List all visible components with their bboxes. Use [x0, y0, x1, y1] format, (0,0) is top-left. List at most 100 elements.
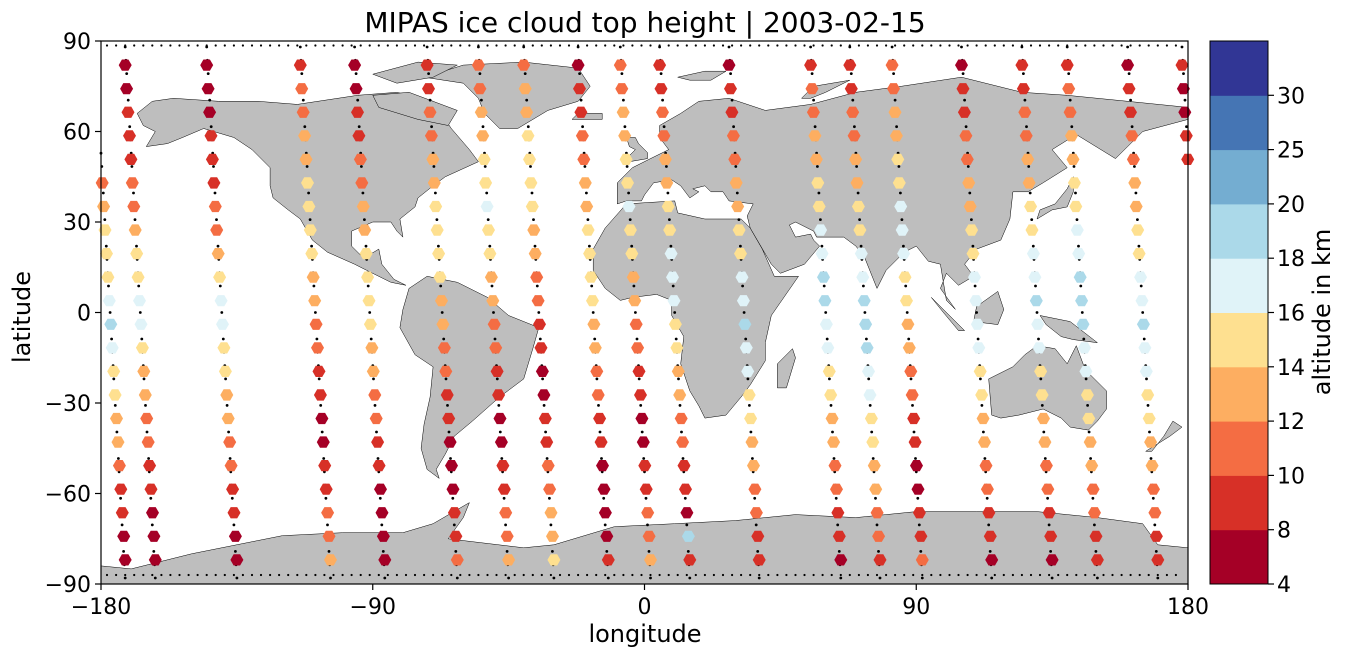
track-dot — [486, 573, 489, 577]
cloud-marker — [95, 177, 109, 189]
cloud-marker — [751, 530, 765, 542]
track-dot — [749, 573, 752, 577]
cloud-marker — [908, 436, 922, 448]
cloud-marker — [593, 412, 607, 425]
track-dot — [668, 218, 671, 222]
track-dot — [1039, 377, 1043, 381]
track-dot — [739, 244, 742, 248]
cloud-marker — [1138, 342, 1152, 354]
track-dot — [874, 496, 877, 500]
track-dot — [495, 377, 499, 381]
cloud-marker — [1175, 59, 1189, 71]
track-dot — [132, 191, 135, 195]
track-dot — [1165, 573, 1168, 577]
track-dot — [680, 430, 683, 434]
land-eurasia — [617, 76, 1189, 310]
track-dot — [142, 44, 145, 47]
cloud-marker — [117, 530, 131, 542]
track-dot — [858, 218, 861, 222]
track-dot — [1082, 337, 1086, 341]
cloud-marker — [729, 177, 743, 189]
track-dot — [359, 573, 362, 577]
track-dot — [214, 573, 217, 577]
track-dot — [640, 430, 644, 434]
cloud-marker — [596, 460, 609, 472]
track-dot — [425, 45, 429, 49]
track-dot — [831, 430, 834, 434]
track-dot — [423, 44, 426, 47]
cloud-marker — [224, 460, 238, 472]
cloud-marker — [811, 177, 825, 189]
track-dot — [278, 44, 281, 47]
track-dot — [993, 44, 996, 47]
cloud-marker — [850, 177, 864, 189]
cloud-marker — [524, 177, 538, 189]
track-dot — [567, 573, 571, 577]
track-dot — [1037, 337, 1040, 341]
cloud-marker — [533, 318, 546, 330]
track-dot — [1129, 573, 1132, 577]
track-dot — [377, 44, 380, 47]
track-dot — [504, 44, 507, 47]
track-dot — [1183, 98, 1187, 102]
track-dot — [209, 125, 213, 129]
cloud-marker — [128, 224, 142, 236]
track-dot — [686, 550, 690, 553]
track-dot — [522, 573, 525, 577]
track-dot — [1151, 496, 1155, 500]
cloud-marker — [1029, 295, 1043, 307]
land-borneo — [973, 290, 1005, 325]
track-dot — [1165, 44, 1168, 47]
cloud-marker — [446, 483, 460, 495]
cloud-marker — [449, 530, 463, 542]
track-dot — [142, 573, 145, 577]
cloud-marker — [735, 271, 749, 283]
cloud-marker — [1069, 200, 1083, 213]
cloud-marker — [600, 530, 614, 542]
cloud-marker — [863, 389, 877, 401]
track-dot — [218, 284, 222, 288]
track-dot — [449, 457, 452, 460]
cloud-marker — [618, 130, 632, 142]
track-dot — [366, 284, 370, 288]
track-dot — [729, 72, 732, 75]
cloud-marker — [538, 412, 552, 425]
x-axis-label: longitude — [588, 620, 701, 648]
track-dot — [483, 165, 487, 168]
track-dot — [649, 576, 652, 580]
track-dot — [980, 404, 984, 407]
track-dot — [966, 165, 970, 168]
cloud-marker — [1045, 554, 1059, 566]
track-dot — [341, 573, 344, 577]
track-dot — [133, 573, 136, 577]
cloud-marker — [1085, 460, 1099, 472]
colorbar-segment — [1210, 529, 1268, 585]
track-dot — [432, 44, 435, 47]
track-dot — [551, 550, 554, 553]
track-dot — [885, 44, 888, 47]
track-dot — [120, 523, 124, 527]
track-dot — [1002, 44, 1005, 47]
track-dot — [1129, 44, 1132, 47]
y-tick-label: 30 — [63, 211, 91, 236]
track-dot — [1050, 576, 1054, 580]
cloud-marker — [864, 412, 878, 425]
track-dot — [150, 523, 154, 527]
cloud-marker — [752, 554, 766, 566]
cloud-marker — [362, 295, 376, 307]
track-dot — [353, 45, 356, 49]
cloud-marker — [353, 153, 367, 165]
track-dot — [490, 284, 494, 288]
track-dot — [1145, 377, 1148, 381]
cloud-marker — [489, 342, 503, 354]
track-dot — [1020, 573, 1024, 577]
colorbar-tick-label: 8 — [1277, 519, 1291, 544]
track-dot — [235, 576, 239, 580]
cloud-marker — [812, 200, 826, 213]
cloud-marker — [847, 130, 861, 142]
cloud-marker — [546, 530, 559, 542]
y-tick-label: 0 — [77, 302, 91, 327]
track-dot — [112, 377, 116, 381]
track-dot — [423, 573, 426, 577]
track-dot — [1134, 191, 1138, 195]
